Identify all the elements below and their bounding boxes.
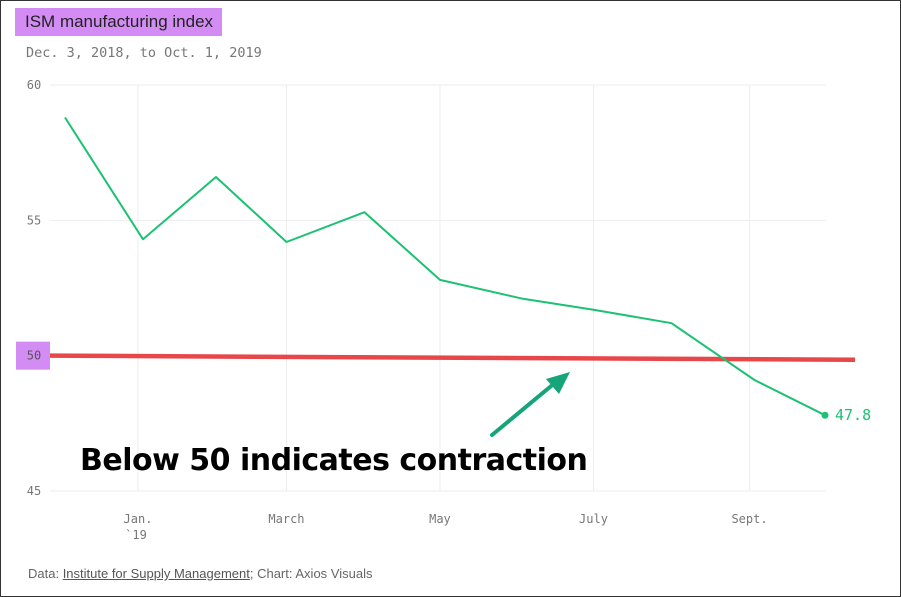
end-point-marker — [821, 411, 829, 419]
source-suffix: ; Chart: Axios Visuals — [249, 566, 373, 581]
y-tick-label-highlighted: 50 — [27, 349, 41, 363]
end-value-label: 47.8 — [835, 406, 871, 424]
y-tick-label: 45 — [27, 484, 41, 498]
annotation-arrow-head — [546, 372, 570, 394]
x-tick-sublabel: `19 — [125, 528, 147, 542]
chart-title: ISM manufacturing index — [15, 8, 223, 36]
threshold-line — [49, 353, 856, 362]
contraction-annotation: Below 50 indicates contraction — [80, 443, 588, 478]
x-tick-label: May — [429, 512, 451, 526]
y-tick-label: 55 — [27, 213, 41, 227]
annotation-arrow-shaft — [490, 380, 558, 437]
x-tick-label: Jan. — [124, 512, 153, 526]
x-tick-label: July — [579, 512, 608, 526]
ism-series-line — [64, 116, 826, 417]
source-link[interactable]: Institute for Supply Management — [62, 566, 250, 581]
chart-subtitle: Dec. 3, 2018, to Oct. 1, 2019 — [26, 45, 262, 61]
source-prefix: Data: — [28, 566, 63, 581]
x-tick-label: Sept. — [731, 512, 767, 526]
y-tick-highlight — [16, 341, 50, 370]
x-tick-label: March — [268, 512, 304, 526]
y-tick-label: 60 — [27, 78, 41, 92]
source-note: Data: Institute for Supply Management; C… — [28, 566, 372, 581]
